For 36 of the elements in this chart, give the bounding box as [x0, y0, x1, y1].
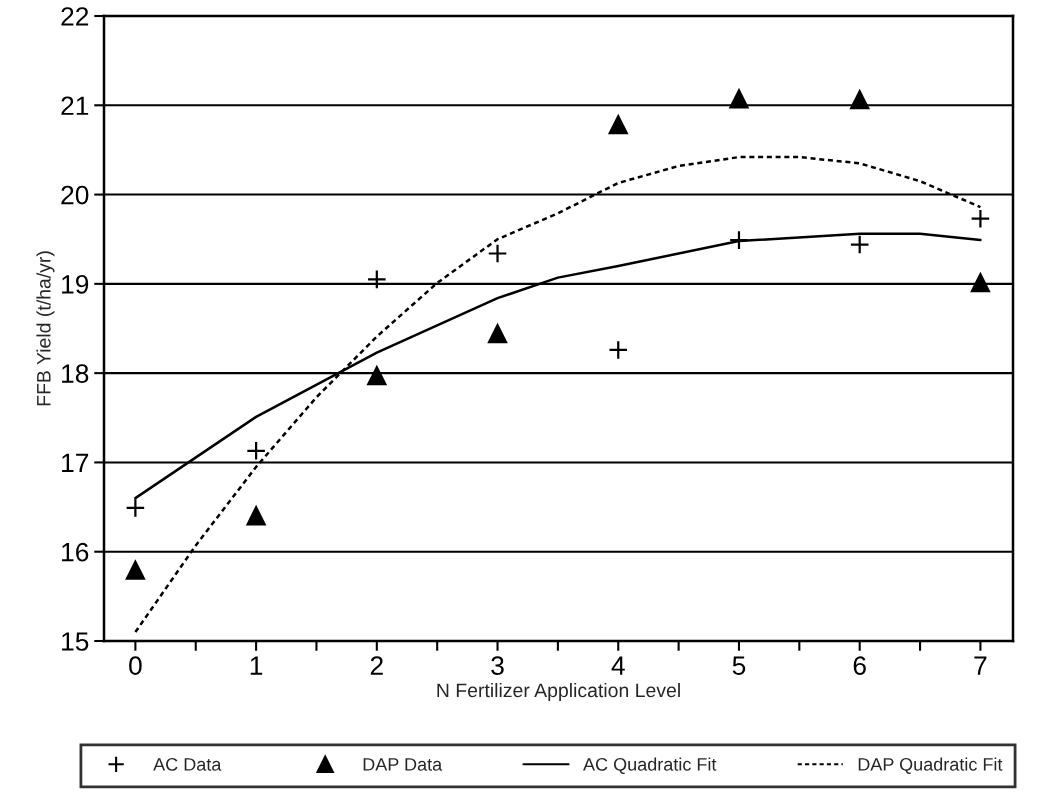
y-tick-label: 16 — [62, 542, 89, 562]
point — [849, 88, 870, 110]
y-tick-label: 15 — [62, 632, 89, 651]
y-tick-label: 17 — [62, 453, 89, 472]
y-tick-label: 19 — [62, 274, 89, 294]
legend-label: AC Data — [153, 757, 222, 771]
y-axis-title: FFB Yield (t/ha/yr) — [36, 251, 55, 406]
point — [970, 271, 991, 293]
x-tick-label: 0 — [129, 656, 142, 675]
point — [487, 322, 508, 344]
point — [245, 504, 267, 526]
y-tick-label: 22 — [61, 7, 89, 26]
x-tick-label: 5 — [732, 656, 746, 675]
point — [849, 234, 870, 255]
x-tick-label: 6 — [853, 656, 866, 675]
x-tick-label: 7 — [974, 656, 987, 675]
x-tick-label: 2 — [370, 656, 383, 675]
point — [366, 364, 388, 386]
point — [366, 269, 387, 290]
point — [246, 440, 266, 461]
y-tick-label: 20 — [61, 185, 89, 205]
x-tick-label: 3 — [491, 656, 504, 675]
x-axis-title: N Fertilizer Application Level — [437, 682, 680, 702]
legend-label: DAP Data — [363, 758, 443, 771]
point — [608, 340, 629, 360]
x-tick-label: 1 — [250, 656, 263, 675]
y-tick-label: 21 — [61, 96, 89, 115]
legend-label: AC Quadratic Fit — [583, 757, 717, 774]
legend-label: DAP Quadratic Fit — [858, 757, 1003, 774]
x-tick-label: 4 — [611, 656, 625, 675]
point — [728, 87, 750, 109]
point — [607, 113, 629, 135]
point — [125, 559, 146, 580]
y-tick-label: 18 — [62, 364, 89, 383]
point — [970, 208, 991, 229]
point — [487, 243, 508, 264]
